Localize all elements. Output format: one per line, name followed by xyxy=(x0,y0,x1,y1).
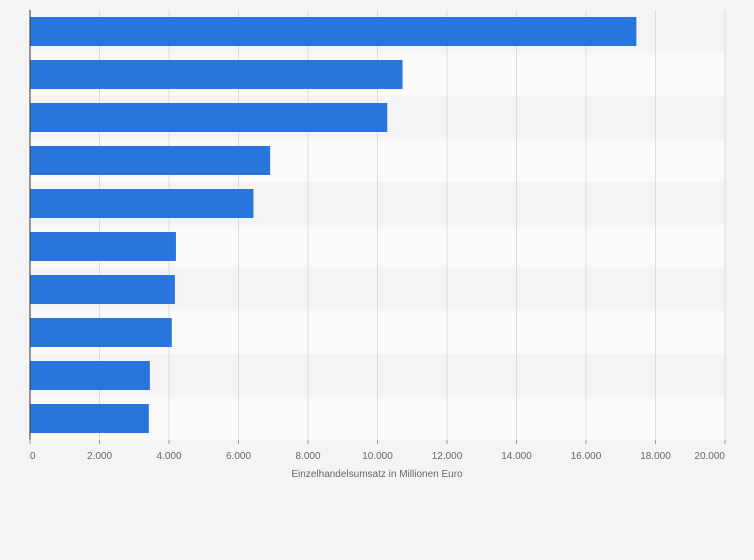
bars xyxy=(30,17,637,433)
x-tick-label: 14.000 xyxy=(501,451,532,462)
x-tick-label: 16.000 xyxy=(571,451,602,462)
x-tick-label: 10.000 xyxy=(362,451,393,462)
x-tick-label: 4.000 xyxy=(156,451,181,462)
bar xyxy=(30,404,149,433)
x-tick-label: 18.000 xyxy=(640,451,671,462)
x-axis-ticks: 0 2.000 4.000 6.000 8.000 10.000 12.000 14.000 1… xyxy=(29,440,726,462)
x-tick-label: 8.000 xyxy=(295,451,320,462)
bar xyxy=(30,361,150,390)
bar xyxy=(30,232,176,261)
bar xyxy=(30,189,254,218)
bar xyxy=(30,146,271,175)
x-tick-label: 0 xyxy=(30,451,36,462)
x-tick-label: 20.000 xyxy=(694,451,725,462)
x-tick-label: 2.000 xyxy=(87,451,112,462)
bar xyxy=(30,275,175,304)
x-tick-label: 6.000 xyxy=(226,451,251,462)
bar xyxy=(30,318,172,347)
x-axis-title: Einzelhandelsumsatz in Millionen Euro xyxy=(291,469,463,480)
bar xyxy=(30,60,403,89)
bar xyxy=(30,103,388,132)
x-tick-label: 12.000 xyxy=(432,451,463,462)
bar xyxy=(30,17,637,46)
